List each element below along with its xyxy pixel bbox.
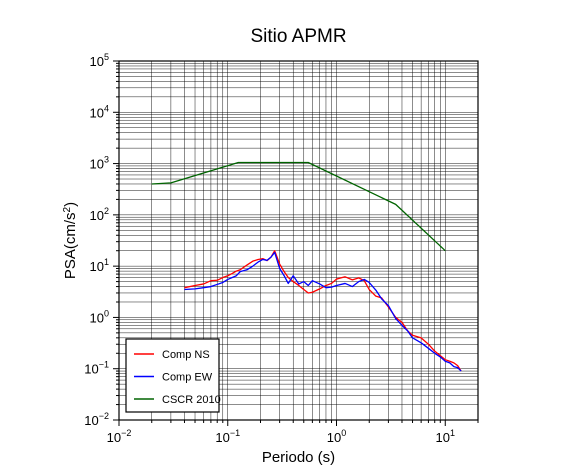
series-lines — [151, 161, 462, 372]
y-tick-label: 101 — [90, 257, 109, 274]
y-tick-label: 105 — [90, 52, 109, 69]
x-tick-label: 10−1 — [215, 428, 240, 445]
x-tick-label: 100 — [327, 428, 346, 445]
legend-box — [125, 338, 220, 413]
x-axis-title: Periodo (s) — [262, 449, 335, 466]
x-tick-label: 101 — [436, 428, 455, 445]
series-line-comp-ew — [184, 251, 462, 372]
x-tick-label: 10−2 — [107, 428, 132, 445]
y-tick-label: 100 — [90, 308, 109, 325]
grid-lines — [118, 60, 479, 421]
y-axis-title-sup: 2 — [62, 206, 73, 212]
axis-ticks: 10−2 10−1 100 101 10−2 10−1 100 101 102 103 104 105 — [84, 52, 479, 445]
plot-frame — [118, 60, 479, 421]
series-line-comp-ns — [184, 250, 462, 372]
legend-label: CSCR 2010 — [162, 394, 221, 406]
legend-label: Comp NS — [162, 349, 210, 361]
y-axis-title-base: PSA(cm/s — [62, 212, 79, 279]
y-tick-label: 10−2 — [84, 411, 109, 428]
y-tick-label: 104 — [90, 103, 109, 120]
series-line-cscr-2010 — [151, 161, 446, 252]
y-axis-title-end: ) — [62, 202, 79, 207]
y-axis-title: PSA(cm/s2) — [62, 202, 80, 279]
y-tick-label: 102 — [90, 206, 109, 223]
chart-title: Sitio APMR — [250, 26, 346, 47]
legend: Comp NS Comp EW CSCR 2010 — [125, 338, 221, 413]
legend-label: Comp EW — [162, 372, 213, 384]
y-tick-label: 10−1 — [84, 360, 109, 377]
y-tick-label: 103 — [90, 155, 109, 172]
